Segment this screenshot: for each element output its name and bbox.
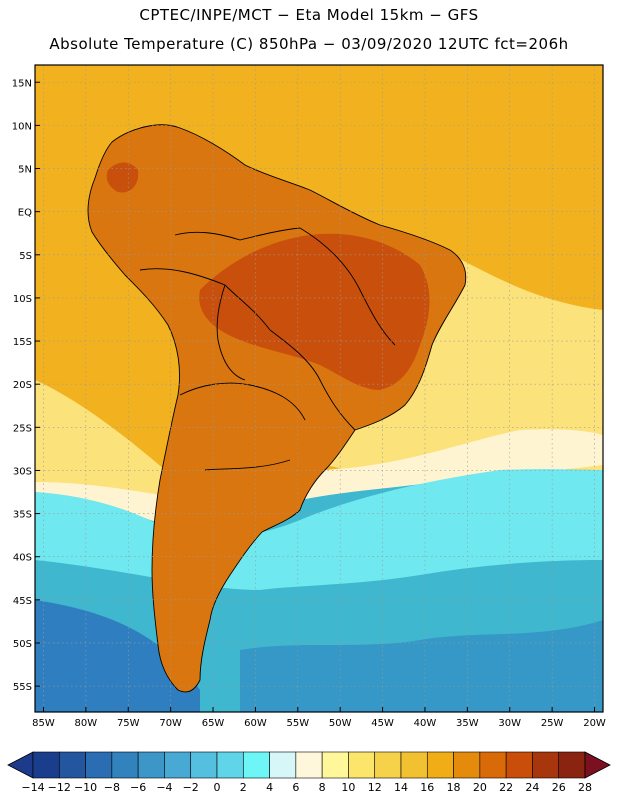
lon-tick-label: 25W bbox=[541, 718, 564, 729]
lat-tick-label: 25S bbox=[13, 423, 32, 434]
colorbar-label: −8 bbox=[104, 781, 120, 794]
colorbar-swatch bbox=[453, 751, 481, 779]
lon-tick-label: 50W bbox=[329, 718, 352, 729]
colorbar-label: 22 bbox=[499, 781, 513, 794]
lat-tick-label: 40S bbox=[13, 553, 32, 564]
colorbar-label: −12 bbox=[48, 781, 71, 794]
lon-tick-label: 30W bbox=[498, 718, 521, 729]
lon-tick-label: 70W bbox=[159, 718, 182, 729]
lon-tick-label: 60W bbox=[244, 718, 267, 729]
longitude-axis: 85W 80W 75W 70W 65W 60W 55W 50W 45W 40W 35W 30W 25W 2… bbox=[32, 707, 606, 729]
colorbar-swatch bbox=[216, 751, 244, 779]
lon-tick-label: 85W bbox=[32, 718, 55, 729]
map-title-line1: CPTEC/INPE/MCT − Eta Model 15km − GFS bbox=[139, 6, 479, 24]
northwest-hot-spot bbox=[106, 162, 139, 193]
colorbar-label: −4 bbox=[156, 781, 172, 794]
country-borders bbox=[87, 124, 467, 693]
colorbar-label: 24 bbox=[525, 781, 539, 794]
colorbar-swatch bbox=[348, 751, 376, 779]
lat-tick-label: 35S bbox=[13, 510, 32, 521]
lon-tick-label: 20W bbox=[583, 718, 606, 729]
colorbar-swatch bbox=[190, 751, 218, 779]
lat-tick-label: 20S bbox=[13, 380, 32, 391]
lon-tick-label: 45W bbox=[371, 718, 394, 729]
lon-tick-label: 55W bbox=[286, 718, 309, 729]
colorbar-label: 10 bbox=[341, 781, 355, 794]
colorbar-label: −14 bbox=[21, 781, 44, 794]
lat-tick-label: 55S bbox=[13, 682, 32, 693]
latitude-axis: 15N 10N 5N EQ 5S 10S 15S 20S 25S 30S 35S 40S 45S 50S 5… bbox=[12, 78, 40, 693]
colorbar-swatch bbox=[111, 751, 139, 779]
lon-tick-label: 75W bbox=[117, 718, 140, 729]
colorbar-label: 26 bbox=[552, 781, 566, 794]
colorbar-label: 8 bbox=[319, 781, 326, 794]
colorbar-label: 0 bbox=[214, 781, 221, 794]
colorbar-swatch bbox=[532, 751, 560, 779]
lat-tick-label: 10N bbox=[12, 121, 32, 132]
colorbar-swatch bbox=[85, 751, 113, 779]
colorbar-label: 20 bbox=[473, 781, 487, 794]
colorbar-swatch bbox=[164, 751, 192, 779]
lon-tick-label: 35W bbox=[456, 718, 479, 729]
graticule bbox=[35, 65, 603, 712]
colorbar-swatch bbox=[137, 751, 165, 779]
deep-south-region bbox=[35, 600, 200, 712]
hot-interior-region bbox=[199, 233, 430, 390]
colorbar-low-arrow bbox=[7, 751, 34, 779]
colorbar-label: 12 bbox=[368, 781, 382, 794]
lat-tick-label: 10S bbox=[13, 294, 32, 305]
lon-tick-label: 65W bbox=[202, 718, 225, 729]
lat-tick-label: 45S bbox=[13, 596, 32, 607]
colorbar-label: 6 bbox=[292, 781, 299, 794]
colorbar-swatch bbox=[295, 751, 323, 779]
colorbar-label: 14 bbox=[394, 781, 408, 794]
colorbar: −14 −12 −10 −8 −6 −4 −2 0 2 4 6 8 10 12 14 16 18 20 22 24 26… bbox=[7, 751, 611, 794]
lon-tick-label: 40W bbox=[414, 718, 437, 729]
map-title-line2: Absolute Temperature (C) 850hPa − 03/09/… bbox=[49, 35, 569, 53]
lat-tick-label: 15S bbox=[13, 337, 32, 348]
colorbar-label: 16 bbox=[420, 781, 434, 794]
colorbar-high-arrow bbox=[584, 751, 611, 779]
yellow-band-west bbox=[35, 380, 170, 500]
lat-tick-label: 5S bbox=[19, 251, 32, 262]
colorbar-swatch bbox=[321, 751, 349, 779]
colorbar-swatch bbox=[505, 751, 533, 779]
colorbar-label: −2 bbox=[183, 781, 199, 794]
lat-tick-label: 50S bbox=[13, 639, 32, 650]
colorbar-swatch bbox=[558, 751, 586, 779]
colorbar-label: 28 bbox=[578, 781, 592, 794]
lat-tick-label: 30S bbox=[13, 466, 32, 477]
colorbar-label: −10 bbox=[74, 781, 97, 794]
colorbar-swatch bbox=[32, 751, 60, 779]
lon-tick-label: 80W bbox=[75, 718, 98, 729]
lat-tick-label: 15N bbox=[12, 78, 32, 89]
colorbar-label: −6 bbox=[130, 781, 146, 794]
colorbar-swatch bbox=[400, 751, 428, 779]
colorbar-swatch bbox=[374, 751, 402, 779]
map-frame bbox=[34, 64, 604, 713]
colorbar-label: 2 bbox=[240, 781, 247, 794]
colorbar-swatch bbox=[269, 751, 297, 779]
colorbar-swatch bbox=[58, 751, 86, 779]
colorbar-swatch bbox=[426, 751, 454, 779]
colorbar-swatch bbox=[479, 751, 507, 779]
colorbar-label: 18 bbox=[447, 781, 461, 794]
colorbar-swatch bbox=[242, 751, 270, 779]
colorbar-label: 4 bbox=[266, 781, 273, 794]
temperature-field bbox=[35, 65, 603, 712]
lat-tick-label: EQ bbox=[18, 208, 32, 219]
lat-tick-label: 5N bbox=[18, 165, 32, 176]
